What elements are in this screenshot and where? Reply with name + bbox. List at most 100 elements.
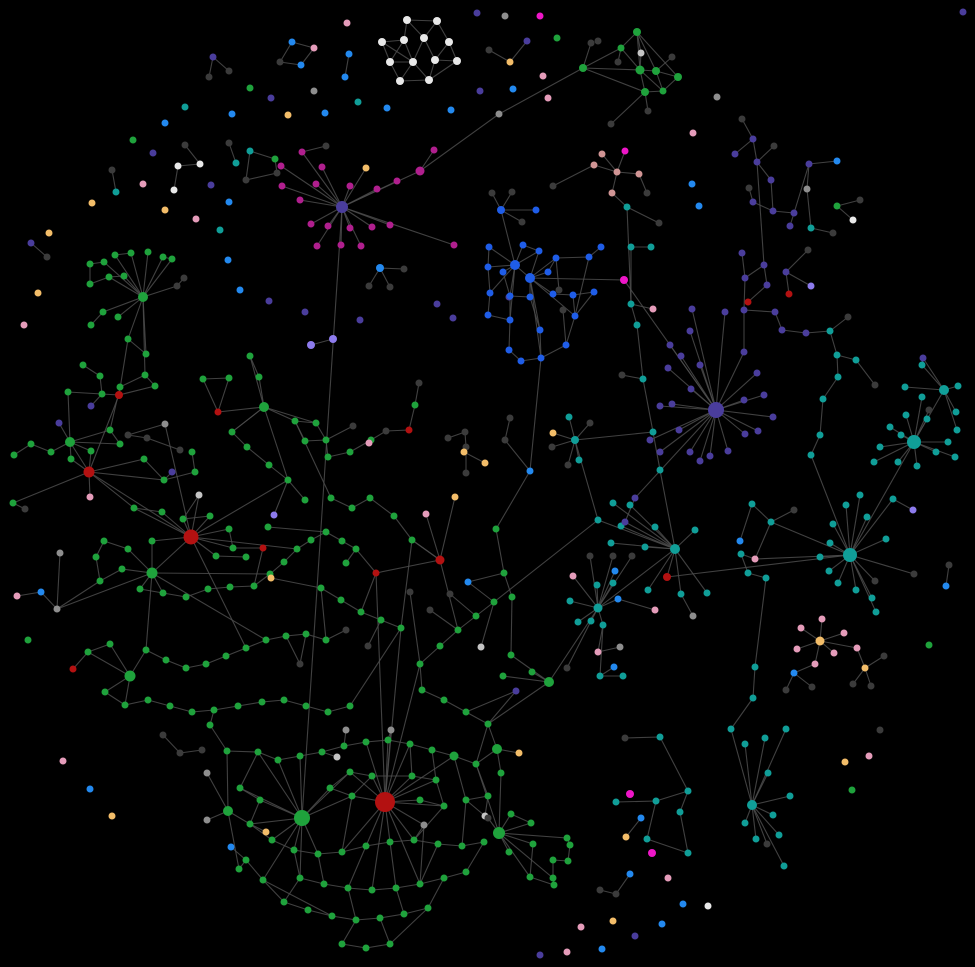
graph-node[interactable] [852, 356, 860, 364]
graph-node[interactable] [460, 448, 468, 456]
graph-node[interactable] [598, 945, 606, 953]
graph-node[interactable] [324, 453, 332, 461]
graph-node[interactable] [297, 61, 305, 69]
graph-node[interactable] [255, 373, 263, 381]
graph-node[interactable] [641, 88, 649, 96]
graph-node[interactable] [98, 390, 106, 398]
graph-node[interactable] [833, 202, 841, 210]
graph-node[interactable] [492, 744, 502, 754]
graph-node[interactable] [643, 189, 651, 197]
graph-node[interactable] [130, 504, 138, 512]
graph-node[interactable] [861, 664, 869, 672]
graph-node[interactable] [365, 282, 373, 290]
graph-node[interactable] [203, 816, 211, 824]
graph-node[interactable] [802, 329, 810, 337]
graph-node[interactable] [129, 136, 137, 144]
graph-node[interactable] [555, 286, 563, 294]
graph-node[interactable] [37, 588, 45, 596]
graph-node[interactable] [508, 188, 516, 196]
graph-node[interactable] [811, 660, 819, 668]
graph-node[interactable] [594, 648, 602, 656]
graph-node[interactable] [816, 553, 824, 561]
graph-node[interactable] [124, 545, 132, 553]
graph-node[interactable] [176, 446, 184, 454]
graph-node[interactable] [346, 448, 354, 456]
graph-node[interactable] [151, 382, 159, 390]
graph-node[interactable] [863, 513, 871, 521]
graph-node[interactable] [506, 58, 514, 66]
graph-node[interactable] [416, 660, 424, 668]
graph-node[interactable] [740, 348, 748, 356]
graph-node[interactable] [525, 273, 535, 283]
graph-node[interactable] [744, 569, 752, 577]
graph-node[interactable] [490, 598, 498, 606]
graph-node[interactable] [386, 940, 394, 948]
graph-node[interactable] [400, 910, 408, 918]
graph-node[interactable] [228, 110, 236, 118]
graph-node[interactable] [84, 648, 92, 656]
graph-node[interactable] [512, 687, 520, 695]
graph-node[interactable] [270, 511, 278, 519]
graph-node[interactable] [803, 185, 811, 193]
graph-node[interactable] [493, 827, 505, 839]
graph-node[interactable] [786, 222, 794, 230]
graph-node[interactable] [506, 316, 514, 324]
graph-node[interactable] [408, 772, 416, 780]
graph-node[interactable] [614, 58, 622, 66]
graph-node[interactable] [86, 260, 94, 268]
graph-node[interactable] [366, 494, 374, 502]
graph-node[interactable] [433, 300, 441, 308]
graph-node[interactable] [706, 452, 714, 460]
graph-node[interactable] [748, 500, 756, 508]
graph-node[interactable] [664, 364, 672, 372]
graph-node[interactable] [188, 448, 196, 456]
graph-node[interactable] [288, 38, 296, 46]
graph-node[interactable] [118, 565, 126, 573]
graph-node[interactable] [337, 596, 345, 604]
graph-node[interactable] [144, 696, 152, 704]
graph-node[interactable] [348, 504, 356, 512]
graph-node[interactable] [505, 848, 513, 856]
graph-node[interactable] [45, 229, 53, 237]
graph-node[interactable] [336, 201, 348, 213]
graph-node[interactable] [324, 222, 332, 230]
graph-node[interactable] [436, 642, 444, 650]
graph-node[interactable] [484, 720, 492, 728]
graph-node[interactable] [635, 170, 643, 178]
graph-node[interactable] [139, 180, 147, 188]
graph-node[interactable] [621, 147, 629, 155]
graph-node[interactable] [596, 886, 604, 894]
graph-node[interactable] [10, 451, 18, 459]
graph-node[interactable] [444, 434, 452, 442]
graph-node[interactable] [485, 46, 493, 54]
graph-node[interactable] [731, 150, 739, 158]
graph-node[interactable] [310, 87, 318, 95]
graph-node[interactable] [597, 243, 605, 251]
graph-node[interactable] [333, 753, 341, 761]
graph-node[interactable] [853, 644, 861, 652]
graph-node[interactable] [225, 374, 233, 382]
graph-node[interactable] [225, 525, 233, 533]
graph-node[interactable] [449, 314, 457, 322]
graph-node[interactable] [59, 757, 67, 765]
graph-node[interactable] [259, 402, 269, 412]
graph-node[interactable] [631, 932, 639, 940]
graph-node[interactable] [923, 415, 931, 423]
graph-node[interactable] [116, 440, 124, 448]
graph-node[interactable] [136, 585, 144, 593]
graph-node[interactable] [740, 306, 748, 314]
graph-node[interactable] [227, 843, 235, 851]
graph-node[interactable] [614, 595, 622, 603]
graph-node[interactable] [259, 876, 267, 884]
graph-node[interactable] [610, 663, 618, 671]
graph-node[interactable] [495, 110, 503, 118]
graph-node[interactable] [691, 526, 699, 534]
graph-node[interactable] [338, 848, 346, 856]
graph-node[interactable] [508, 593, 516, 601]
graph-node[interactable] [291, 417, 299, 425]
graph-node[interactable] [434, 840, 442, 848]
graph-node[interactable] [342, 559, 350, 567]
graph-node[interactable] [24, 636, 32, 644]
graph-node[interactable] [564, 461, 572, 469]
graph-node[interactable] [364, 642, 372, 650]
